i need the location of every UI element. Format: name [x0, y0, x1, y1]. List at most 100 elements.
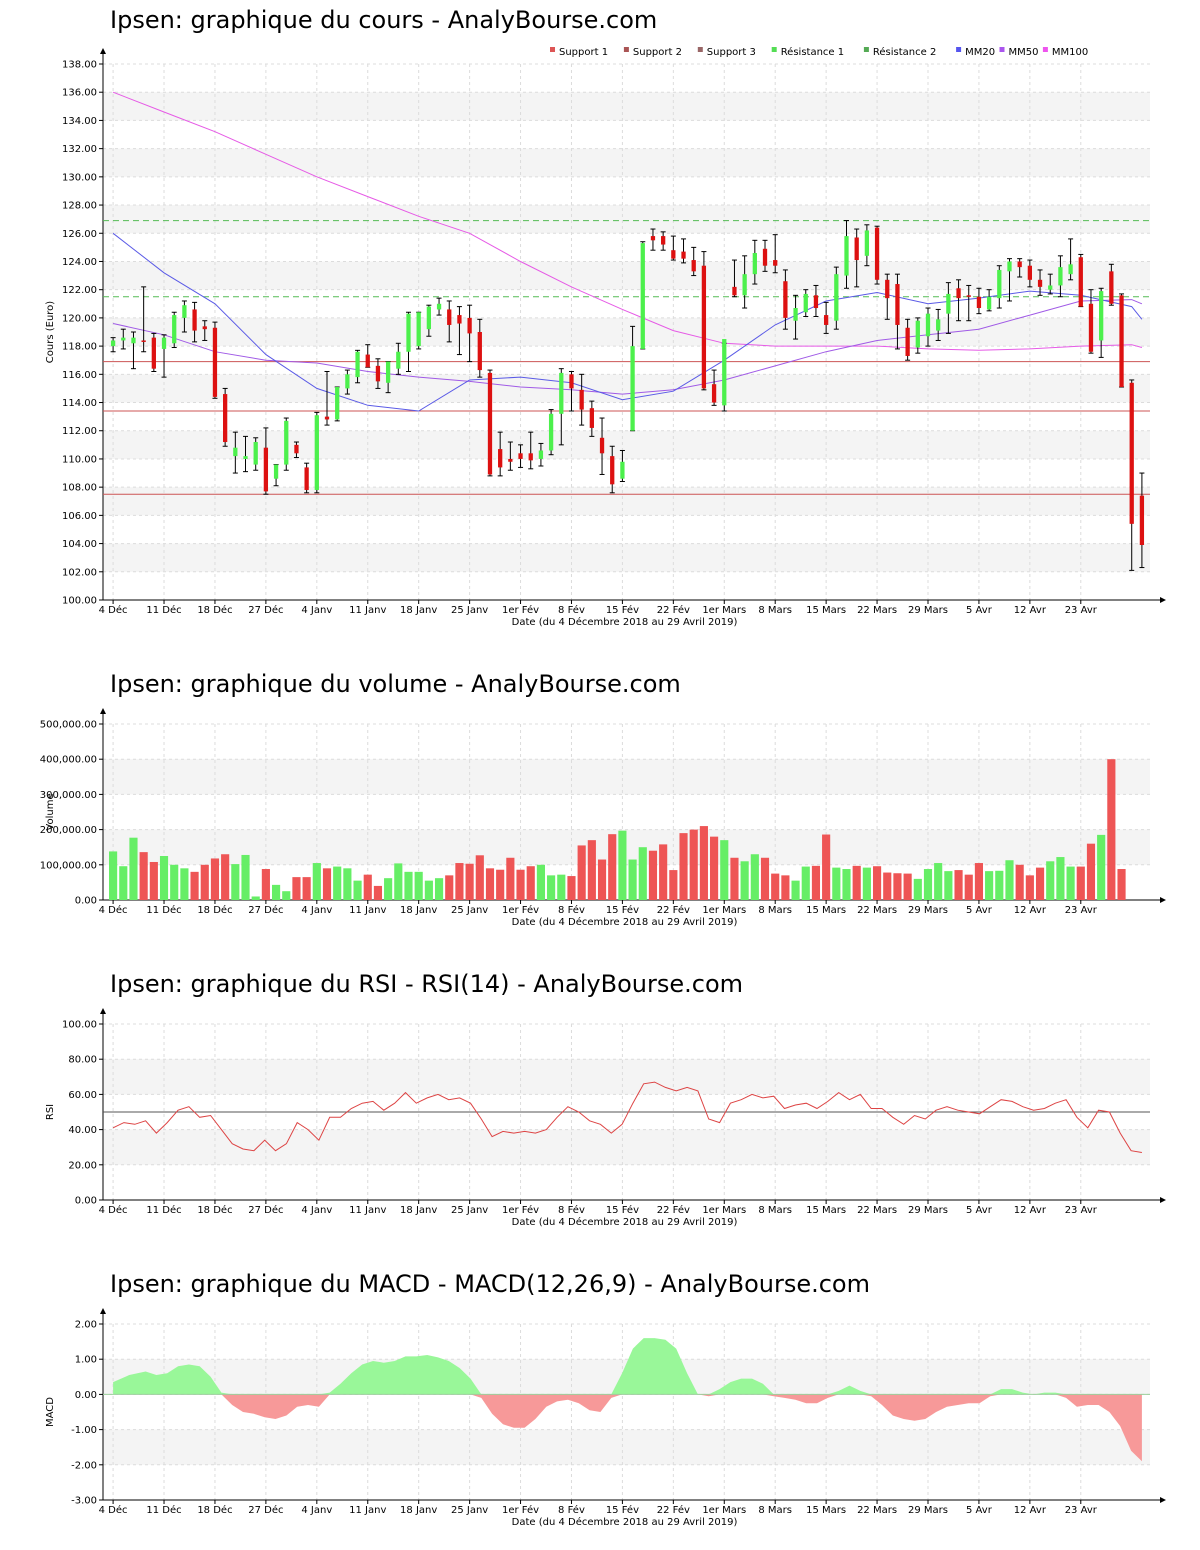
y-tick-label: 136.00 [62, 88, 97, 99]
volume-bar [180, 868, 189, 900]
legend-swatch [550, 47, 555, 52]
volume-bar [730, 857, 739, 900]
x-tick-label: 25 Janv [451, 1505, 488, 1516]
legend-label: Support 2 [633, 47, 682, 58]
candle-body [192, 309, 197, 331]
x-tick-label: 1er Mars [702, 905, 746, 916]
candle-body [1139, 495, 1145, 545]
x-tick-label: 1er Mars [702, 1205, 746, 1216]
volume-bar [394, 863, 403, 900]
volume-bar [771, 873, 780, 900]
volume-bar [913, 878, 922, 900]
volume-bar [1076, 866, 1085, 900]
band [103, 374, 1150, 403]
candle-body [1068, 264, 1073, 275]
x-tick-label: 8 Mars [758, 605, 792, 616]
volume-bar [781, 875, 790, 900]
y-tick-label: 60.00 [68, 1090, 97, 1101]
candle-body [864, 230, 870, 256]
candle-body [783, 281, 788, 318]
x-tick-label: 8 Fév [558, 604, 585, 616]
volume-bar [577, 845, 586, 900]
candle-body [385, 361, 391, 383]
y-tick-label: 1.00 [75, 1355, 97, 1366]
y-tick-label: 122.00 [62, 285, 97, 296]
y-tick-label: 40.00 [68, 1125, 97, 1136]
volume-bar [791, 880, 800, 900]
volume-bar [506, 857, 515, 900]
rsi-line [112, 1081, 1142, 1153]
volume-chart-title: Ipsen: graphique du volume - AnalyBourse… [110, 670, 681, 698]
x-tick-label: 1er Fév [502, 904, 539, 916]
y-tick-label: 100.00 [62, 1020, 97, 1031]
x-tick-label: 1er Mars [702, 1505, 746, 1516]
volume-bar [934, 863, 943, 900]
volume-bar [516, 869, 525, 900]
volume-bar [496, 869, 505, 900]
x-tick-label: 4 Déc [99, 904, 128, 916]
y-tick-label: 130.00 [62, 172, 97, 183]
legend-swatch [1042, 47, 1048, 52]
candle-body [762, 248, 768, 266]
x-tick-label: 29 Mars [908, 1205, 948, 1216]
x-tick-label: 12 Avr [1014, 1505, 1047, 1516]
volume-bar [964, 874, 973, 900]
y-axis-label: Volume [45, 793, 56, 830]
x-tick-label: 18 Janv [400, 1505, 437, 1516]
band [103, 543, 1150, 572]
y-tick-label: 400,000.00 [40, 755, 97, 766]
candle-body [905, 327, 910, 356]
x-tick-label: 15 Mars [806, 905, 846, 916]
candle-body [121, 337, 126, 341]
y-tick-label: 104.00 [62, 539, 97, 550]
volume-bar [149, 861, 158, 900]
x-tick-label: 8 Fév [558, 1504, 585, 1516]
rsi-chart: 0.00 20.00 40.00 60.00 80.00 100.00 4 Déc 11 Dé… [45, 1008, 1166, 1228]
volume-bar [893, 873, 902, 900]
volume-bar [210, 858, 220, 900]
x-tick-label: 29 Mars [908, 1505, 948, 1516]
volume-bar [883, 872, 892, 900]
x-tick-label: 4 Janv [301, 605, 332, 616]
volume-bar [455, 863, 464, 900]
volume-bar [669, 870, 678, 900]
rsi-panel: Ipsen: graphique du RSI - RSI(14) - Anal… [0, 964, 1200, 1244]
volume-bar [465, 863, 474, 900]
mm100-line [112, 91, 1143, 351]
rsi-chart-title: Ipsen: graphique du RSI - RSI(14) - Anal… [110, 970, 744, 998]
band [103, 92, 1150, 121]
candle-body [986, 296, 992, 310]
candle-body [997, 269, 1002, 299]
candle-body [650, 236, 656, 241]
candle-body [172, 315, 177, 344]
candle-body [1129, 382, 1134, 524]
volume-bar [822, 834, 831, 900]
candle-body [885, 279, 890, 299]
candle-body [324, 416, 330, 420]
candle-body [406, 313, 411, 352]
x-tick-label: 29 Mars [908, 605, 948, 616]
volume-bar [129, 837, 138, 900]
x-tick-label: 15 Mars [806, 1205, 846, 1216]
candle-body [447, 309, 452, 325]
y-tick-label: 0.00 [75, 1196, 97, 1207]
volume-bar [261, 869, 270, 900]
y-tick-label: 80.00 [68, 1055, 97, 1066]
y-tick-label: 126.00 [62, 229, 97, 240]
legend-label: MM50 [1009, 47, 1039, 58]
volume-bar [750, 854, 759, 900]
x-tick-label: 15 Fév [606, 1204, 639, 1216]
volume-bar [363, 874, 372, 900]
x-tick-label: 8 Fév [558, 904, 585, 916]
band [103, 205, 1150, 234]
volume-bar [384, 878, 393, 900]
band [103, 487, 1150, 516]
candle-body [518, 453, 523, 459]
x-tick-label: 22 Fév [657, 1204, 690, 1216]
candle-body [233, 447, 238, 457]
x-tick-label: 4 Déc [99, 604, 128, 616]
y-tick-label: -2.00 [71, 1460, 97, 1471]
x-axis-label: Date (du 4 Décembre 2018 au 29 Avril 201… [512, 616, 738, 628]
candle-body [304, 467, 309, 490]
volume-bar [526, 866, 535, 900]
